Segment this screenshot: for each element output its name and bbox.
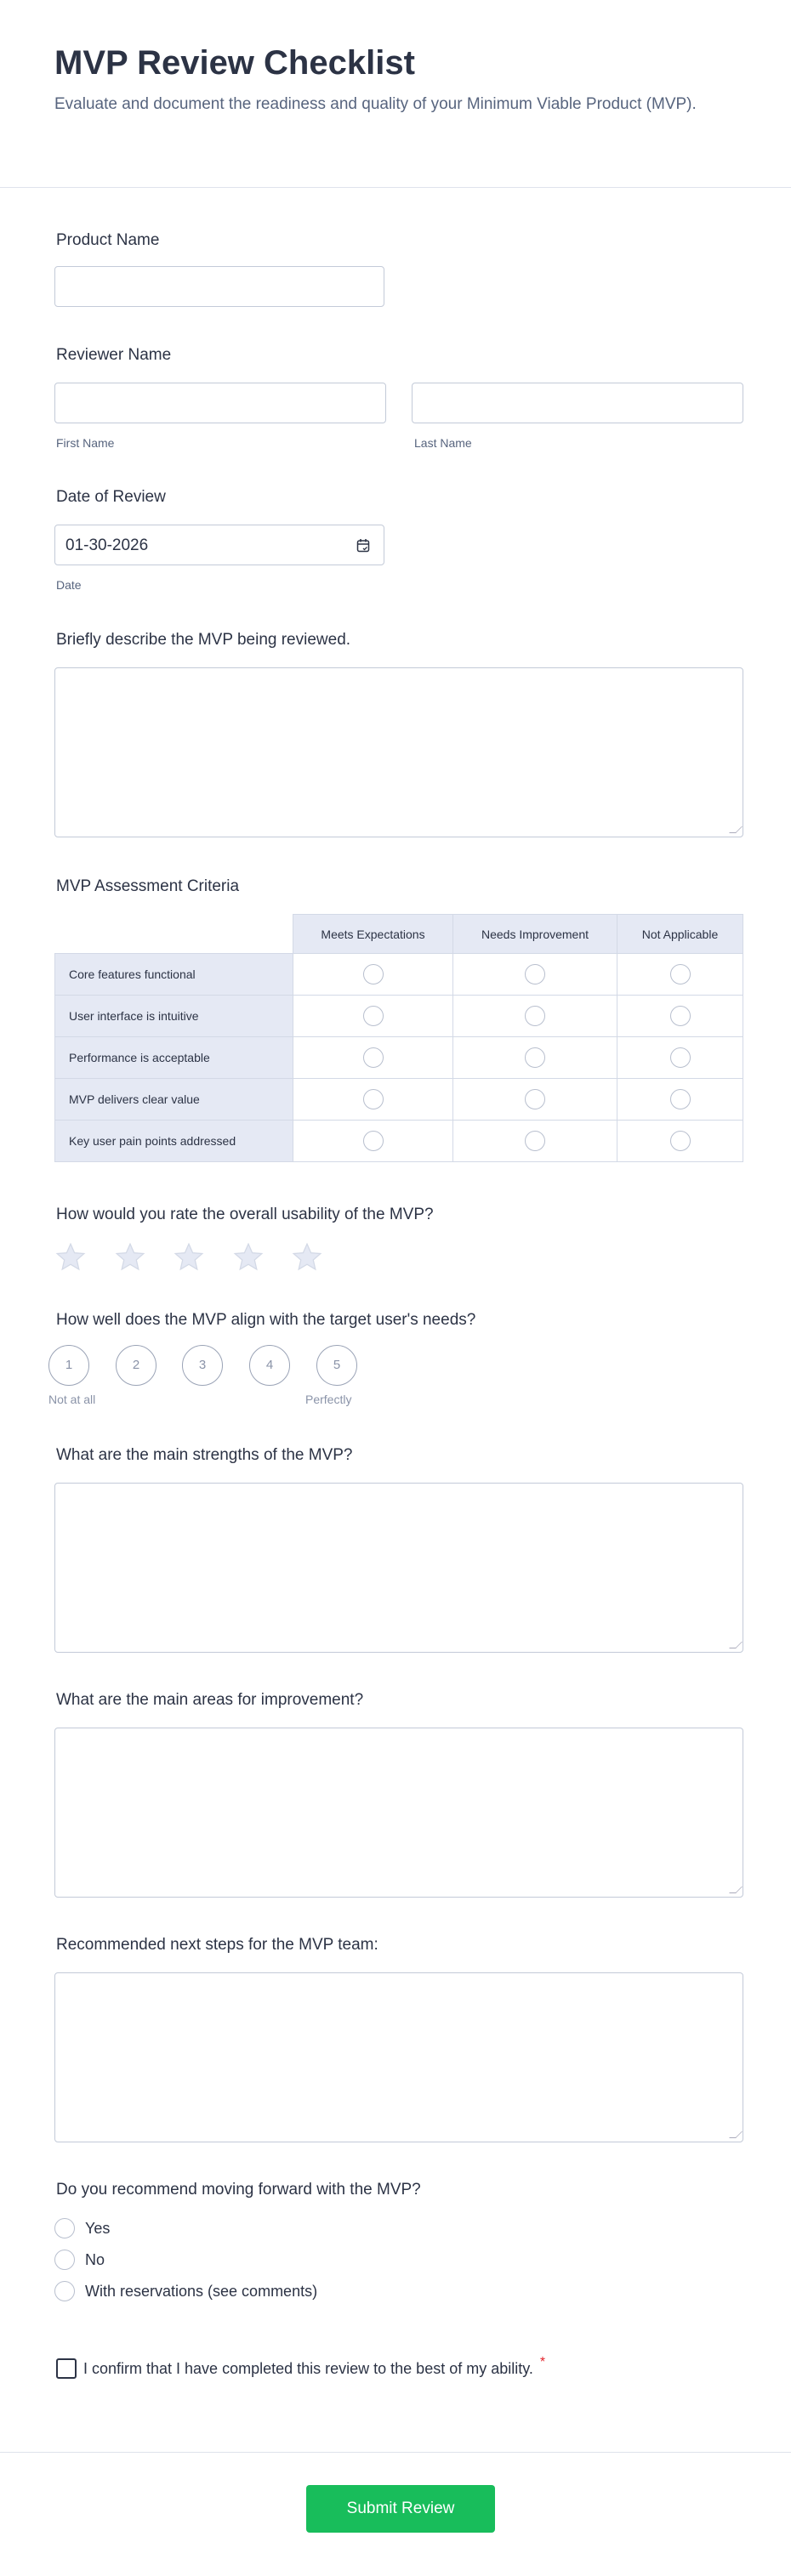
matrix-row: Key user pain points addressed: [54, 1120, 743, 1162]
next-steps-textarea[interactable]: [54, 1972, 743, 2142]
recommend-option-yes[interactable]: Yes: [54, 2218, 110, 2238]
date-input[interactable]: 01-30-2026: [54, 525, 384, 565]
scale-option-1[interactable]: 1: [48, 1345, 89, 1386]
matrix-row: User interface is intuitive: [54, 995, 743, 1037]
last-name-sublabel: Last Name: [414, 436, 472, 450]
recommend-option-reservations[interactable]: With reservations (see comments): [54, 2281, 317, 2301]
matrix-label: MVP Assessment Criteria: [56, 877, 240, 895]
date-label: Date of Review: [56, 488, 166, 506]
confirm-checkbox[interactable]: [56, 2358, 77, 2379]
matrix-row-label: MVP delivers clear value: [54, 1078, 293, 1121]
calendar-icon[interactable]: [356, 538, 370, 553]
radio-button[interactable]: [669, 1131, 691, 1151]
confirm-checkbox-row[interactable]: I confirm that I have completed this rev…: [56, 2355, 546, 2379]
radio-button[interactable]: [362, 1131, 384, 1151]
date-sublabel: Date: [56, 578, 82, 592]
improvements-textarea[interactable]: [54, 1728, 743, 1898]
reviewer-name-label: Reviewer Name: [56, 346, 172, 364]
matrix-row-label: Key user pain points addressed: [54, 1120, 293, 1162]
radio-button[interactable]: [525, 1047, 545, 1068]
resize-handle[interactable]: [729, 1887, 743, 1893]
required-asterisk: *: [539, 2355, 546, 2369]
radio-button[interactable]: [362, 1047, 384, 1068]
matrix-row-label: User interface is intuitive: [54, 995, 293, 1037]
resize-handle[interactable]: [729, 826, 743, 833]
star-icon[interactable]: [114, 1241, 146, 1274]
radio-button[interactable]: [669, 1089, 691, 1109]
star-icon[interactable]: [232, 1241, 265, 1274]
radio-button[interactable]: [525, 1089, 545, 1109]
page-title: MVP Review Checklist: [54, 44, 415, 82]
product-name-label: Product Name: [56, 231, 160, 249]
radio-button[interactable]: [525, 1131, 545, 1151]
page-subtitle: Evaluate and document the readiness and …: [54, 95, 697, 113]
first-name-sublabel: First Name: [56, 436, 115, 450]
matrix-col-header: Meets Expectations: [293, 914, 453, 954]
matrix-row: Core features functional: [54, 953, 743, 996]
scale-option-3[interactable]: 3: [182, 1345, 223, 1386]
strengths-textarea[interactable]: [54, 1483, 743, 1653]
star-icon[interactable]: [173, 1241, 205, 1274]
submit-button[interactable]: Submit Review: [306, 2485, 495, 2533]
star-icon[interactable]: [291, 1241, 323, 1274]
scale-option-5[interactable]: 5: [316, 1345, 357, 1386]
description-textarea[interactable]: [54, 667, 743, 837]
footer-divider: [0, 2452, 791, 2453]
alignment-label: How well does the MVP align with the tar…: [56, 1311, 476, 1329]
strengths-label: What are the main strengths of the MVP?: [56, 1446, 353, 1464]
scale-max-label: Perfectly: [305, 1393, 352, 1406]
scale-min-label: Not at all: [48, 1393, 96, 1406]
scale-option-2[interactable]: 2: [116, 1345, 156, 1386]
resize-handle[interactable]: [729, 1642, 743, 1648]
assessment-matrix: Meets Expectations Needs Improvement Not…: [54, 914, 743, 1162]
header-divider: [0, 187, 791, 188]
star-icon[interactable]: [54, 1241, 87, 1274]
scale-option-4[interactable]: 4: [249, 1345, 290, 1386]
matrix-row-label: Core features functional: [54, 953, 293, 996]
recommend-option-no[interactable]: No: [54, 2250, 105, 2270]
resize-handle[interactable]: [729, 2131, 743, 2138]
usability-label: How would you rate the overall usability…: [56, 1206, 434, 1223]
date-value: 01-30-2026: [65, 536, 149, 554]
radio-button[interactable]: [54, 2218, 75, 2238]
product-name-input[interactable]: [54, 266, 384, 307]
last-name-input[interactable]: [412, 383, 743, 423]
radio-button[interactable]: [54, 2281, 75, 2301]
description-label: Briefly describe the MVP being reviewed.: [56, 631, 351, 649]
recommend-label: Do you recommend moving forward with the…: [56, 2181, 421, 2199]
improvements-label: What are the main areas for improvement?: [56, 1691, 364, 1709]
matrix-corner: [54, 914, 293, 954]
matrix-col-header: Not Applicable: [617, 914, 743, 954]
matrix-row: MVP delivers clear value: [54, 1078, 743, 1121]
matrix-col-header: Needs Improvement: [452, 914, 617, 954]
option-label: No: [85, 2250, 105, 2268]
radio-button[interactable]: [362, 1089, 384, 1109]
radio-button[interactable]: [525, 964, 545, 984]
option-label: With reservations (see comments): [85, 2282, 318, 2300]
radio-button[interactable]: [669, 964, 691, 984]
matrix-row-label: Performance is acceptable: [54, 1036, 293, 1079]
radio-button[interactable]: [525, 1006, 545, 1026]
radio-button[interactable]: [362, 1006, 384, 1026]
radio-button[interactable]: [669, 1006, 691, 1026]
first-name-input[interactable]: [54, 383, 386, 423]
radio-button[interactable]: [669, 1047, 691, 1068]
matrix-row: Performance is acceptable: [54, 1036, 743, 1079]
next-steps-label: Recommended next steps for the MVP team:: [56, 1936, 378, 1954]
radio-button[interactable]: [362, 964, 384, 984]
confirm-label: I confirm that I have completed this rev…: [83, 2359, 533, 2377]
radio-button[interactable]: [54, 2250, 75, 2270]
option-label: Yes: [85, 2219, 111, 2237]
